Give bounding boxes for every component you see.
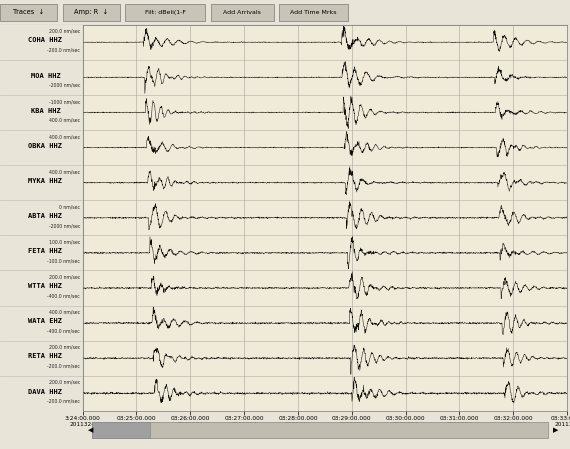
Text: -2000 nm/sec: -2000 nm/sec	[49, 223, 80, 228]
Text: COHA HHZ: COHA HHZ	[28, 38, 63, 44]
Text: RETA HHZ: RETA HHZ	[28, 353, 63, 359]
Text: -1000 nm/sec: -1000 nm/sec	[49, 99, 80, 104]
Text: 100.0 nm/sec: 100.0 nm/sec	[49, 239, 80, 245]
Text: -200.0 nm/sec: -200.0 nm/sec	[47, 399, 80, 404]
Text: DAVA HHZ: DAVA HHZ	[28, 388, 63, 395]
Text: ABTA HHZ: ABTA HHZ	[28, 213, 63, 219]
Text: 0 nm/sec: 0 nm/sec	[59, 204, 80, 209]
Text: 200.0 nm/sec: 200.0 nm/sec	[49, 345, 80, 350]
Text: -400.0 nm/sec: -400.0 nm/sec	[47, 329, 80, 334]
Bar	[63, 4, 120, 21]
Text: KBA HHZ: KBA HHZ	[31, 108, 60, 114]
Text: -200.0 nm/sec: -200.0 nm/sec	[47, 364, 80, 369]
Text: OBKA HHZ: OBKA HHZ	[28, 143, 63, 149]
Text: ◀: ◀	[88, 427, 93, 433]
Text: 200.0 nm/sec: 200.0 nm/sec	[49, 29, 80, 34]
Text: Add Arrivals: Add Arrivals	[223, 10, 261, 15]
Bar	[279, 4, 348, 21]
Bar	[211, 4, 274, 21]
Text: Traces  ↓: Traces ↓	[13, 9, 44, 15]
Text: Amp: R  ↓: Amp: R ↓	[74, 9, 108, 15]
Text: WATA EHZ: WATA EHZ	[28, 318, 63, 324]
Bar	[92, 422, 548, 437]
Text: WTTA HHZ: WTTA HHZ	[28, 283, 63, 289]
Bar	[125, 4, 205, 21]
Text: -400.0 nm/sec: -400.0 nm/sec	[47, 294, 80, 299]
Text: -2000 nm/sec: -2000 nm/sec	[49, 83, 80, 88]
Text: 200.0 nm/sec: 200.0 nm/sec	[49, 275, 80, 280]
Text: ▶: ▶	[553, 427, 558, 433]
Text: 400.0 nm/sec: 400.0 nm/sec	[49, 134, 80, 139]
Text: 400.0 nm/sec: 400.0 nm/sec	[49, 310, 80, 315]
Text: MOA HHZ: MOA HHZ	[31, 73, 60, 79]
Text: MYKA HHZ: MYKA HHZ	[28, 178, 63, 184]
Bar	[0, 4, 57, 21]
Text: 400.0 nm/sec: 400.0 nm/sec	[49, 169, 80, 174]
Text: Add Time Mrks: Add Time Mrks	[290, 10, 337, 15]
Text: -100.0 nm/sec: -100.0 nm/sec	[47, 259, 80, 264]
Text: -200.0 nm/sec: -200.0 nm/sec	[47, 48, 80, 53]
Text: Filt: dBeli(1-F: Filt: dBeli(1-F	[145, 10, 186, 15]
Text: 200.0 nm/sec: 200.0 nm/sec	[49, 380, 80, 385]
Text: FETA HHZ: FETA HHZ	[28, 248, 63, 254]
Bar	[92, 422, 150, 437]
Text: 400.0 nm/sec: 400.0 nm/sec	[49, 118, 80, 123]
